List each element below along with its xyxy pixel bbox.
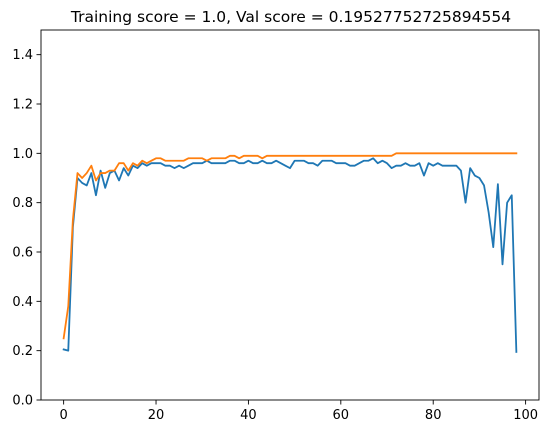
x-tick-label: 20: [148, 408, 165, 423]
plot-area: 0 20 40 60 80 100 0.0 0.2 0.4 0.6 0.8 1.0 1.2 1.4: [12, 29, 540, 423]
x-tick-label: 60: [333, 408, 350, 423]
x-tick-label: 100: [513, 408, 538, 423]
x-tick-label: 0: [59, 408, 67, 423]
y-tick-label: 0.2: [12, 344, 33, 359]
y-tick-label: 1.4: [12, 48, 33, 63]
y-tick-label: 0.8: [12, 196, 33, 211]
y-tick-label: 1.0: [12, 147, 33, 162]
chart-title: Training score = 1.0, Val score = 0.1952…: [70, 8, 511, 26]
series-line-2: [62, 152, 518, 340]
y-tick-label: 1.2: [12, 98, 33, 113]
plot-frame: [40, 29, 540, 401]
x-tick-label: 40: [240, 408, 257, 423]
series-line-1: [62, 157, 518, 353]
y-tick-label: 0.0: [12, 394, 33, 409]
y-tick-label: 0.4: [12, 295, 33, 310]
y-tick-label: 0.6: [12, 246, 33, 261]
x-tick-label: 80: [425, 408, 442, 423]
